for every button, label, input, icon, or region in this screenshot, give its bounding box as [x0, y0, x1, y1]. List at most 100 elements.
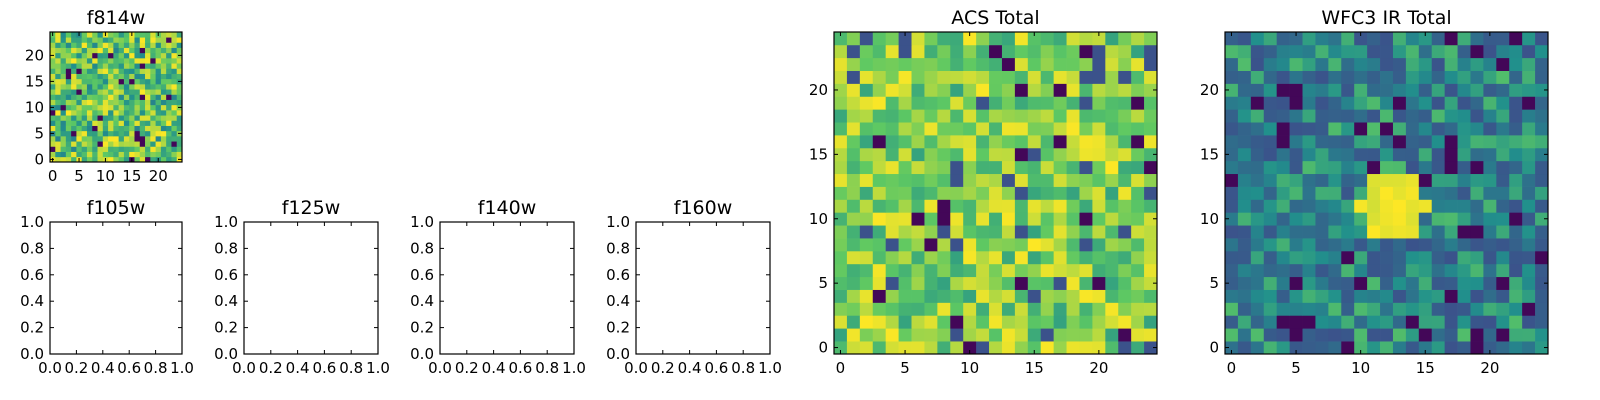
heatmap-cell: [1001, 276, 1016, 290]
heatmap-cell: [145, 63, 151, 69]
y-tick-label: 0.4: [214, 292, 238, 310]
heatmap-cell: [139, 73, 146, 80]
heatmap-cell: [1250, 96, 1265, 110]
heatmap-cell: [65, 146, 72, 152]
heatmap-cell: [1418, 315, 1433, 329]
heatmap-cell: [1405, 341, 1420, 355]
heatmap-cell: [1066, 147, 1080, 162]
heatmap-cell: [976, 122, 990, 136]
heatmap-cell: [1276, 173, 1290, 187]
heatmap-cell: [1237, 250, 1252, 265]
heatmap-cell: [113, 78, 119, 85]
heatmap-cell: [145, 58, 151, 64]
heatmap-cell: [976, 225, 990, 239]
heatmap-cell: [60, 136, 67, 142]
heatmap-cell: [1144, 109, 1158, 123]
heatmap-cell: [1418, 341, 1433, 355]
heatmap-cell: [1289, 83, 1303, 97]
heatmap-cell: [1302, 32, 1316, 46]
heatmap-cell: [76, 68, 83, 74]
heatmap-cell: [859, 32, 874, 46]
heatmap-cell: [1470, 96, 1484, 110]
heatmap-cell: [97, 151, 104, 158]
heatmap-cell: [937, 83, 951, 97]
heatmap-cell: [81, 58, 88, 64]
heatmap-cell: [924, 173, 938, 187]
heatmap-cell: [81, 146, 88, 152]
heatmap-cell: [834, 135, 848, 149]
heatmap-cell: [129, 63, 135, 69]
y-tick-label: 15: [1200, 145, 1219, 163]
heatmap-cell: [81, 120, 88, 126]
heatmap-cell: [1470, 212, 1484, 226]
heatmap-cell: [1040, 160, 1054, 175]
heatmap-cell: [1118, 96, 1132, 110]
heatmap-cell: [1001, 263, 1016, 278]
heatmap-cell: [1535, 289, 1549, 303]
heatmap-cell: [1483, 109, 1497, 123]
heatmap-cell: [1418, 147, 1433, 162]
heatmap-cell: [1092, 315, 1106, 329]
y-tick-label: 20: [809, 81, 828, 99]
heatmap-cell: [81, 63, 88, 69]
heatmap-cell: [898, 250, 912, 265]
heatmap-cell: [1144, 122, 1158, 136]
heatmap-cell: [50, 37, 56, 43]
f160w-panel: 0.0 0.2 0.4 0.6 0.8 1.00.00.20.40.60.81.0f160…: [606, 197, 782, 377]
heatmap-cell: [65, 156, 72, 163]
heatmap-cell: [102, 94, 109, 100]
heatmap-cell: [118, 42, 125, 48]
heatmap-cell: [1263, 122, 1278, 136]
heatmap-cell: [1001, 341, 1016, 355]
heatmap-cell: [123, 99, 130, 106]
heatmap-cell: [976, 70, 990, 84]
heatmap-cell: [86, 37, 93, 43]
heatmap-cell: [1040, 263, 1054, 278]
heatmap-cell: [1066, 328, 1080, 342]
heatmap-cell: [1302, 289, 1316, 303]
heatmap-cell: [1053, 250, 1067, 265]
heatmap-cell: [1079, 263, 1093, 278]
heatmap-cell: [1354, 96, 1368, 110]
heatmap-cell: [102, 99, 109, 106]
heatmap-cell: [1392, 250, 1407, 265]
heatmap-cell: [1092, 289, 1106, 303]
heatmap-cell: [1001, 173, 1016, 187]
heatmap-cell: [1380, 57, 1394, 71]
heatmap-cell: [1027, 302, 1042, 316]
heatmap-cell: [1263, 212, 1278, 226]
heatmap-cell: [911, 341, 925, 355]
heatmap-cell: [834, 263, 848, 278]
heatmap-cell: [1250, 57, 1265, 71]
heatmap-cell: [1496, 44, 1510, 59]
heatmap-cell: [1483, 328, 1497, 342]
heatmap-cell: [963, 263, 977, 278]
heatmap-cell: [834, 225, 848, 239]
heatmap-cell: [97, 78, 104, 85]
y-tick-label: 0.0: [20, 345, 44, 363]
heatmap-cell: [1431, 212, 1445, 226]
heatmap-cell: [50, 120, 56, 126]
heatmap-cell: [1144, 315, 1158, 329]
heatmap-cell: [846, 315, 861, 329]
heatmap-cell: [1289, 276, 1303, 290]
heatmap-cell: [81, 32, 88, 38]
heatmap-cell: [1354, 212, 1368, 226]
y-tick-label: 0: [34, 150, 44, 168]
heatmap-cell: [166, 32, 172, 38]
heatmap-cell: [176, 115, 183, 121]
heatmap-cell: [1496, 341, 1510, 355]
heatmap-cell: [113, 63, 119, 69]
heatmap-cell: [976, 109, 990, 123]
heatmap-cell: [97, 58, 104, 64]
heatmap-cell: [1341, 109, 1355, 123]
heatmap-cell: [976, 315, 990, 329]
heatmap-cell: [97, 136, 104, 142]
heatmap-cell: [1092, 199, 1106, 213]
heatmap-cell: [1328, 173, 1342, 187]
heatmap-cell: [898, 341, 912, 355]
heatmap-cell: [134, 120, 141, 126]
heatmap-cell: [1237, 238, 1252, 252]
heatmap-cell: [1027, 341, 1042, 355]
heatmap-cell: [1066, 186, 1080, 200]
